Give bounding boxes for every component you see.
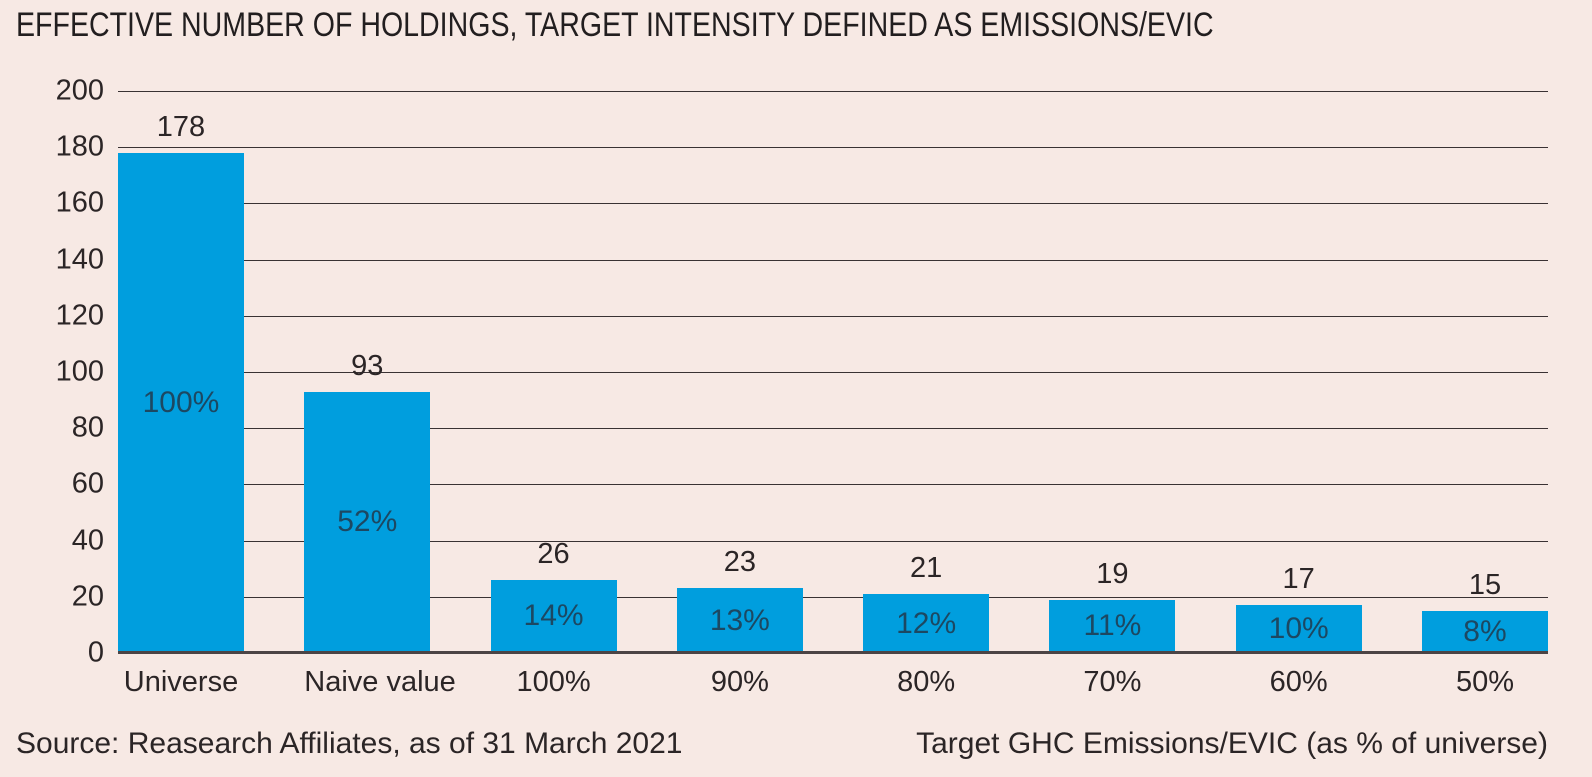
y-tick-label-160: 160 <box>55 186 104 219</box>
gridline-40 <box>118 540 1548 542</box>
bar-inner-percent-label: 10% <box>1268 612 1329 646</box>
y-tick-label-100: 100 <box>55 355 104 388</box>
bar-slot-Naive value: 93 52% <box>304 91 431 653</box>
bar: 12% <box>863 594 990 653</box>
x-axis-category-labels: Universe Naive value 100% 90% 80% 70% 60% 50% <box>118 668 1548 697</box>
x-category-label: 80% <box>897 666 956 698</box>
bar: 100% <box>118 152 244 653</box>
bar-value-label: 17 <box>1282 563 1315 596</box>
y-tick-label-140: 140 <box>55 243 104 276</box>
plot-area: 178 100% 93 52% 26 14% 23 13% 21 12% 19 11% 17 10% 15 8… <box>118 91 1548 654</box>
y-tick-label-200: 200 <box>55 74 104 107</box>
x-category-label: 90% <box>710 666 769 698</box>
x-category-label: 100% <box>516 666 591 698</box>
bar-value-label: 26 <box>537 537 570 570</box>
gridline-80 <box>118 428 1548 430</box>
y-tick-label-40: 40 <box>71 524 104 557</box>
bar-value-label: 21 <box>909 552 943 584</box>
gridline-160 <box>118 203 1548 205</box>
bar-slot-Universe: 178 100% <box>118 91 244 653</box>
bar: 11% <box>1049 599 1176 653</box>
x-axis-baseline <box>118 651 1548 654</box>
bar-slot-60%: 17 10% <box>1235 91 1362 653</box>
bars-container: 178 100% 93 52% 26 14% 23 13% 21 12% 19 11% 17 10% 15 8… <box>118 91 1548 653</box>
gridline-200 <box>118 91 1548 92</box>
bar-inner-percent-label: 100% <box>142 385 220 419</box>
bar-slot-70%: 19 11% <box>1049 91 1176 653</box>
bar-slot-100%: 26 14% <box>490 91 617 653</box>
gridline-20 <box>118 596 1548 598</box>
bar-inner-percent-label: 12% <box>896 606 957 640</box>
gridline-60 <box>118 484 1548 486</box>
bar: 10% <box>1235 605 1362 653</box>
bar-value-label: 93 <box>351 349 384 382</box>
bar: 14% <box>490 579 617 653</box>
bar-inner-percent-label: 8% <box>1463 614 1507 648</box>
bar: 13% <box>676 588 803 653</box>
x-category-label: Naive value <box>304 666 456 698</box>
y-tick-label-20: 20 <box>71 580 104 613</box>
bar: 8% <box>1421 610 1548 653</box>
gridline-140 <box>118 259 1548 261</box>
gridline-100 <box>118 372 1548 373</box>
x-category-label: 50% <box>1455 666 1514 698</box>
y-tick-label-0: 0 <box>87 636 104 669</box>
gridline-120 <box>118 315 1548 317</box>
bar-inner-percent-label: 14% <box>523 599 584 633</box>
y-tick-label-180: 180 <box>55 130 104 163</box>
x-axis-note-caption: Target GHC Emissions/EVIC (as % of unive… <box>916 727 1548 760</box>
bar-inner-percent-label: 11% <box>1083 609 1142 643</box>
x-category-label: 60% <box>1269 666 1328 698</box>
bar-value-label: 23 <box>723 546 756 579</box>
bar: 52% <box>304 391 431 653</box>
bar-value-label: 178 <box>156 110 206 143</box>
bar-slot-80%: 21 12% <box>863 91 990 653</box>
y-tick-label-120: 120 <box>55 299 104 332</box>
bar-value-label: 19 <box>1096 557 1129 590</box>
source-caption: Source: Reasearch Affiliates, as of 31 M… <box>16 727 683 760</box>
y-tick-label-80: 80 <box>71 411 104 444</box>
x-category-label: Universe <box>123 666 239 698</box>
x-category-label: 70% <box>1083 666 1142 698</box>
bar-value-label: 15 <box>1468 568 1502 601</box>
y-tick-label-60: 60 <box>71 467 104 500</box>
bar-slot-50%: 15 8% <box>1421 91 1548 653</box>
gridline-180 <box>118 147 1548 149</box>
bar-inner-percent-label: 52% <box>337 505 398 539</box>
bar-inner-percent-label: 13% <box>709 603 770 637</box>
bar-slot-90%: 23 13% <box>676 91 803 653</box>
chart-title: EFFECTIVE NUMBER OF HOLDINGS, TARGET INT… <box>16 6 1214 44</box>
y-axis: 0 20 40 60 80 100 120 140 160 180 200 <box>0 76 104 667</box>
